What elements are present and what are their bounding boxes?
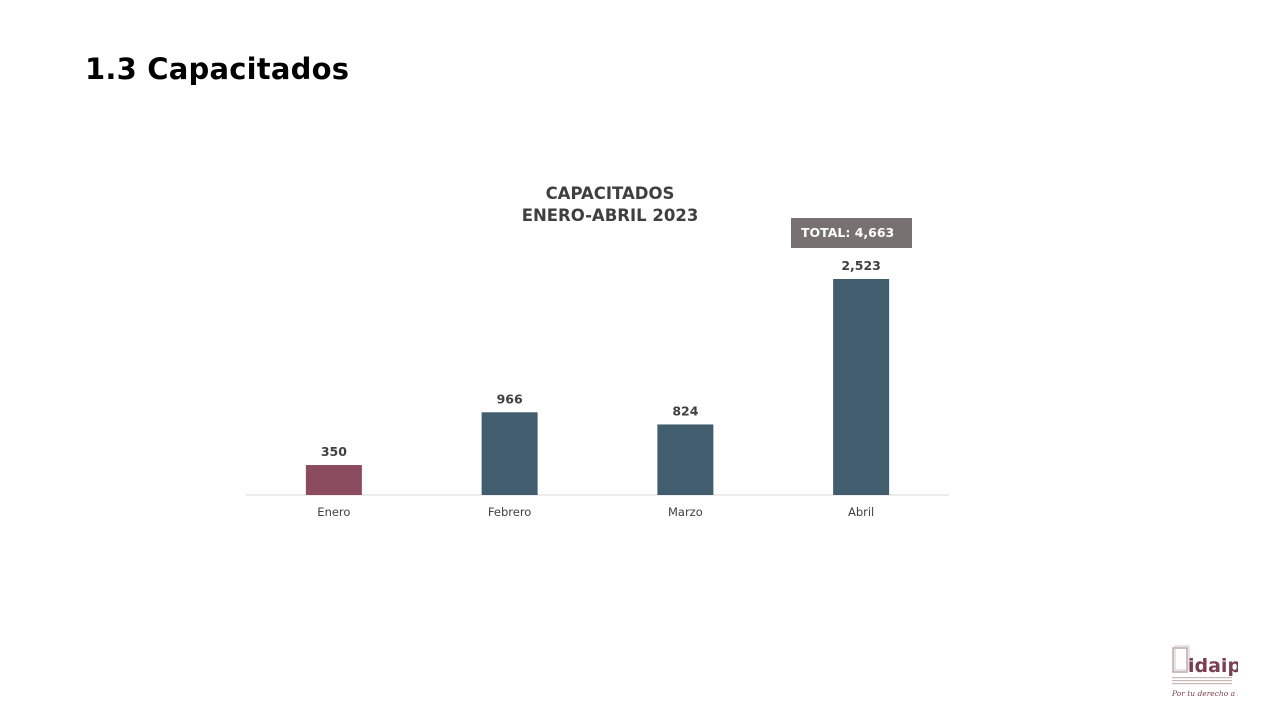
slide-title: 1.3 Capacitados: [85, 52, 350, 86]
x-tick-label-abril: Abril: [848, 505, 874, 519]
bar-febrero: [481, 412, 538, 495]
bar-marzo: [657, 424, 714, 495]
chart-title: CAPACITADOS ENERO-ABRIL 2023: [460, 183, 760, 227]
x-tick-label-febrero: Febrero: [488, 505, 531, 519]
x-tick-label-marzo: Marzo: [668, 505, 703, 519]
total-badge: TOTAL: 4,663: [791, 218, 912, 248]
logo-wordmark: idaip: [1188, 655, 1238, 677]
logo-tagline: Por tu derecho a saber: [1171, 689, 1238, 698]
chart-title-line-1: CAPACITADOS: [545, 184, 675, 203]
data-label-abril: 2,523: [841, 258, 881, 273]
chart-title-line-2: ENERO-ABRIL 2023: [521, 206, 699, 225]
idaip-logo: idaip Por tu derecho a saber: [1168, 642, 1259, 704]
x-tick-label-enero: Enero: [317, 505, 350, 519]
bar-abril: [833, 279, 890, 495]
data-label-febrero: 966: [497, 391, 523, 406]
data-label-marzo: 824: [672, 403, 698, 418]
data-label-enero: 350: [321, 444, 347, 459]
bar-enero: [305, 465, 362, 495]
